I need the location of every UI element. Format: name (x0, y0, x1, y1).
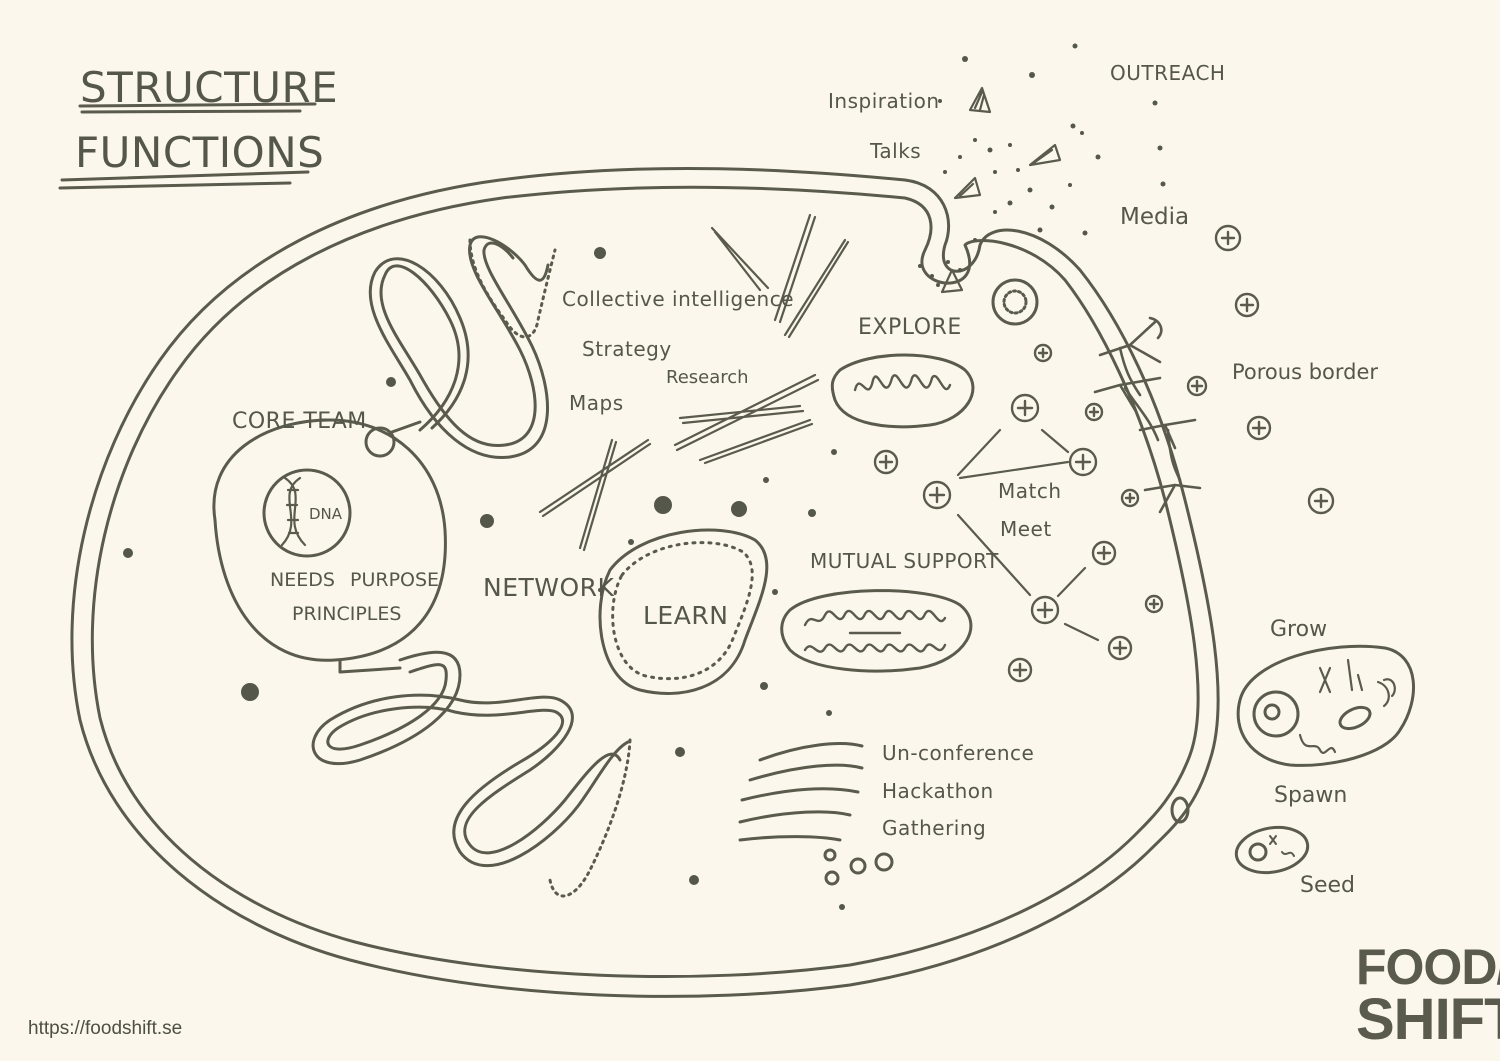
nucleus-connector (338, 420, 422, 674)
label-media: Media (1120, 204, 1189, 230)
vesicle-core (1002, 289, 1028, 315)
grow-cell-nucleolus (1263, 703, 1281, 721)
mitochondrion-explore (830, 353, 975, 429)
label-maps: Maps (569, 391, 624, 415)
label-dna: DNA (309, 505, 343, 523)
vesicle (991, 278, 1039, 326)
rough-er-bottom (548, 738, 632, 898)
seed-cell (1234, 825, 1310, 875)
label-gathering: Gathering (882, 816, 986, 840)
rough-er (468, 238, 557, 339)
label-core-team: CORE TEAM (232, 409, 367, 434)
dna-circle (262, 468, 352, 558)
foodshift-logo: FOOD// SHIFT (1356, 939, 1500, 1052)
footer-url[interactable]: https://foodshift.se (28, 1018, 183, 1039)
membrane-bud (1170, 796, 1190, 824)
title-line-1: STRUCTURE (80, 63, 338, 112)
label-learn: LEARN (643, 601, 728, 630)
label-spawn: Spawn (1274, 783, 1347, 808)
cell-membrane-outer (70, 166, 1220, 998)
label-network: NETWORK (483, 573, 615, 602)
golgi-vesicle (849, 857, 867, 875)
label-strategy: Strategy (582, 337, 672, 361)
label-needs: NEEDS (270, 569, 335, 591)
label-un-conference: Un-conference (882, 741, 1034, 765)
label-meet: Meet (1000, 517, 1052, 541)
label-mutual-support: MUTUAL SUPPORT (810, 549, 999, 573)
golgi-vesicle (874, 852, 894, 872)
grow-cell-nucleus (1252, 690, 1300, 738)
cell-membrane-inner (90, 185, 1200, 979)
logo-line-1: FOOD// (1356, 939, 1500, 995)
nucleus-pore (364, 426, 396, 458)
learn-vacuole (598, 528, 769, 695)
label-porous-border: Porous border (1232, 360, 1378, 384)
golgi-vesicle (824, 870, 840, 886)
grow-cell-organelles (1298, 658, 1396, 754)
label-match: Match (998, 479, 1062, 503)
mitochondrion-mutual-support (780, 589, 973, 673)
mitochondrion-mutual-support-cristae (803, 609, 947, 653)
golgi (738, 742, 864, 842)
label-explore: EXPLORE (858, 315, 962, 340)
seed-cell-nucleus (1248, 842, 1268, 862)
golgi-vesicle (823, 848, 837, 862)
logo-line-2: SHIFT (1356, 986, 1500, 1052)
grow-cell-mitochondrion (1338, 705, 1372, 731)
label-outreach: OUTREACH (1110, 61, 1225, 85)
network-lines (956, 428, 1100, 642)
title-underline-2 (58, 170, 310, 190)
er-top-loop (379, 235, 550, 448)
dna-helix (280, 476, 307, 547)
title-line-2: FUNCTIONS (75, 128, 324, 177)
label-purpose: PURPOSE (350, 569, 439, 591)
nucleus (212, 418, 447, 662)
outreach-cones (940, 86, 1062, 294)
er-bottom-loop-inner (326, 663, 630, 867)
grow-cell (1236, 644, 1415, 767)
label-principles: PRINCIPLES (292, 603, 401, 625)
label-inspiration: Inspiration (828, 89, 940, 113)
mitochondrion-explore-cristae (853, 374, 952, 392)
membrane-receptors (1093, 316, 1202, 514)
er-top-loop-inner (368, 241, 550, 459)
learn-vacuole-inner (611, 541, 754, 681)
label-seed: Seed (1300, 873, 1355, 898)
seed-cell-detail (1269, 835, 1295, 857)
particle-dots (123, 43, 1166, 910)
er-bottom-loop (311, 650, 622, 855)
label-research: Research (666, 367, 749, 388)
title-underline-1 (78, 102, 317, 114)
plus-particles (873, 224, 1335, 683)
cytoskeleton (538, 213, 850, 552)
label-grow: Grow (1270, 617, 1327, 642)
label-collective-intelligence: Collective intelligence (562, 287, 794, 311)
label-hackathon: Hackathon (882, 779, 994, 803)
label-talks: Talks (869, 139, 921, 163)
